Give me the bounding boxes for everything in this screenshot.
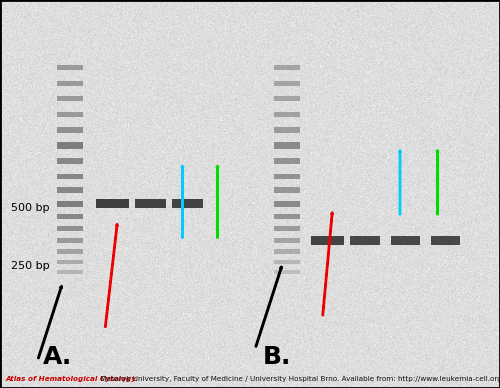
Bar	[274, 81, 300, 86]
Bar	[57, 127, 83, 133]
Bar	[274, 201, 300, 207]
Bar	[274, 270, 300, 274]
Text: A.: A.	[42, 345, 72, 369]
Bar	[57, 270, 83, 274]
Bar	[57, 97, 83, 101]
Bar	[274, 158, 300, 164]
Bar	[57, 158, 83, 164]
Bar	[274, 97, 300, 101]
Bar	[274, 127, 300, 133]
Bar	[57, 226, 83, 231]
Bar	[57, 174, 83, 179]
Bar	[274, 226, 300, 231]
Bar	[274, 174, 300, 179]
Bar	[274, 142, 300, 149]
Bar	[430, 236, 460, 245]
Bar	[57, 66, 83, 71]
Bar	[172, 199, 203, 208]
Bar	[274, 66, 300, 71]
Bar	[311, 236, 344, 245]
Bar	[274, 214, 300, 219]
Bar	[274, 260, 300, 264]
Bar	[274, 112, 300, 117]
Bar	[57, 201, 83, 207]
Bar	[274, 187, 300, 193]
Bar	[57, 214, 83, 219]
Bar	[274, 238, 300, 243]
Text: Masaryk University, Faculty of Medicine / University Hospital Brno. Available fr: Masaryk University, Faculty of Medicine …	[98, 376, 500, 382]
Text: Atlas of Hematological Cytology.: Atlas of Hematological Cytology.	[5, 376, 138, 382]
Bar	[390, 236, 420, 245]
Bar	[350, 236, 380, 245]
Bar	[57, 81, 83, 86]
Bar	[57, 249, 83, 254]
Text: 250 bp: 250 bp	[11, 261, 50, 271]
Bar	[96, 199, 129, 208]
Text: 500 bp: 500 bp	[11, 203, 50, 213]
Bar	[57, 112, 83, 117]
Text: B.: B.	[262, 345, 291, 369]
Bar	[57, 187, 83, 193]
Bar	[57, 260, 83, 264]
Bar	[134, 199, 166, 208]
Bar	[57, 142, 83, 149]
Bar	[274, 249, 300, 254]
Bar	[57, 238, 83, 243]
